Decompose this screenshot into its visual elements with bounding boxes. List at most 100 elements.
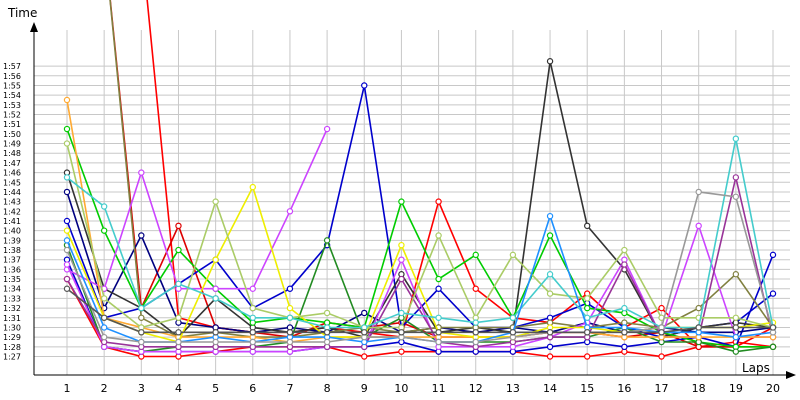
series-20-point-4 [175, 329, 182, 336]
series-11-point-5 [212, 285, 219, 292]
series-19-point-18 [695, 188, 702, 196]
series-layer [63, 0, 777, 360]
series-19-point-19 [732, 193, 740, 200]
series-19-point-5 [212, 338, 219, 346]
x-tick-label: 2 [101, 382, 108, 395]
x-tick-label: 6 [249, 382, 256, 395]
series-13-point-10 [398, 275, 405, 283]
series-16-point-6 [249, 304, 256, 312]
series-16-point-2 [100, 295, 108, 302]
y-axis-title: Time [7, 6, 37, 20]
series-19-point-6 [249, 338, 256, 346]
series-16-point-14 [546, 290, 554, 297]
y-tick-label: 1:47 [3, 159, 21, 168]
y-tick-label: 1:53 [3, 101, 21, 110]
series-20-point-11 [435, 329, 442, 336]
series-15-point-7 [286, 304, 294, 312]
series-1-point-15 [584, 353, 591, 360]
series-14-point-1 [63, 96, 71, 104]
series-19-point-1 [63, 246, 71, 254]
series-9-point-20 [769, 343, 777, 351]
series-16-point-19 [732, 314, 740, 321]
x-tick-label: 14 [543, 382, 557, 395]
series-20-point-18 [695, 324, 702, 331]
series-17-point-11 [435, 314, 442, 321]
series-line-2 [146, 0, 774, 348]
series-20-point-20 [769, 324, 777, 331]
series-17-point-7 [286, 314, 294, 321]
x-tick-label: 17 [655, 382, 669, 395]
series-17-point-10 [398, 309, 405, 317]
series-10-point-18 [695, 304, 702, 312]
y-tick-label: 1:34 [3, 285, 21, 294]
series-2-point-17 [658, 304, 665, 312]
y-tick-label: 1:37 [3, 256, 21, 265]
x-tick-label: 19 [729, 382, 743, 395]
y-tick-label: 1:46 [3, 169, 21, 178]
series-17-point-4 [175, 280, 182, 288]
series-16-point-15 [584, 295, 591, 302]
y-tick-label: 1:45 [3, 178, 21, 187]
series-12-point-1 [63, 261, 71, 268]
series-line-20 [66, 288, 773, 334]
series-2-point-12 [472, 285, 479, 292]
series-line-16 [66, 143, 774, 329]
series-5-point-20 [769, 290, 777, 297]
x-tick-label: 10 [394, 382, 408, 395]
series-20-point-3 [138, 329, 145, 336]
y-tick-label: 1:28 [3, 343, 21, 352]
series-line-11 [66, 128, 328, 290]
series-16-point-1 [63, 140, 71, 147]
series-8-point-2 [100, 227, 108, 234]
series-20-point-8 [323, 329, 331, 336]
y-tick-label: 1:27 [3, 353, 21, 362]
y-tick-label: 1:50 [3, 130, 21, 139]
y-tick-label: 1:35 [3, 275, 21, 284]
series-line-19 [66, 191, 774, 343]
series-8-point-1 [63, 125, 71, 133]
x-tick-label: 5 [212, 382, 219, 395]
series-20-point-14 [546, 329, 554, 336]
y-tick-label: 1:52 [3, 111, 21, 120]
series-18-point-1 [63, 237, 71, 244]
series-19-point-7 [286, 338, 294, 346]
series-1-point-10 [398, 348, 405, 355]
series-3-point-4 [175, 222, 182, 230]
series-9-point-19 [732, 348, 740, 355]
x-tick-label: 4 [175, 382, 182, 395]
series-20-point-17 [658, 329, 665, 336]
series-line-14 [66, 99, 773, 343]
y-tick-label: 1:29 [3, 333, 21, 342]
series-19-point-2 [100, 333, 108, 341]
series-group [63, 0, 777, 360]
series-16-point-8 [323, 309, 331, 317]
ticks: 1:271:281:291:301:311:321:331:341:351:36… [3, 62, 780, 395]
series-16-point-4 [175, 314, 182, 321]
x-tick-label: 9 [361, 382, 368, 395]
series-line-1 [66, 278, 774, 358]
series-10-point-19 [732, 271, 740, 278]
y-tick-label: 1:39 [3, 236, 21, 245]
series-19-point-11 [435, 338, 442, 346]
series-20-point-13 [509, 329, 517, 336]
series-17-point-19 [732, 135, 740, 142]
x-tick-label: 16 [617, 382, 631, 395]
y-tick-label: 1:30 [3, 323, 21, 332]
series-line-7 [66, 61, 774, 339]
series-11-point-7 [286, 208, 294, 215]
series-17-point-12 [472, 319, 479, 326]
y-tick-label: 1:57 [3, 62, 21, 71]
series-16-point-11 [435, 232, 442, 239]
series-7-point-14 [546, 58, 554, 65]
series-20-point-12 [472, 329, 479, 336]
series-11-point-8 [323, 125, 331, 133]
series-18-point-19 [732, 333, 740, 341]
series-5-point-1 [63, 217, 71, 225]
series-17-point-14 [546, 271, 554, 278]
series-17-point-16 [621, 304, 628, 312]
series-17-point-2 [100, 203, 108, 210]
series-20-point-2 [100, 314, 108, 321]
y-tick-label: 1:44 [3, 188, 21, 197]
series-20-point-9 [361, 329, 368, 336]
y-tick-label: 1:51 [3, 120, 21, 129]
